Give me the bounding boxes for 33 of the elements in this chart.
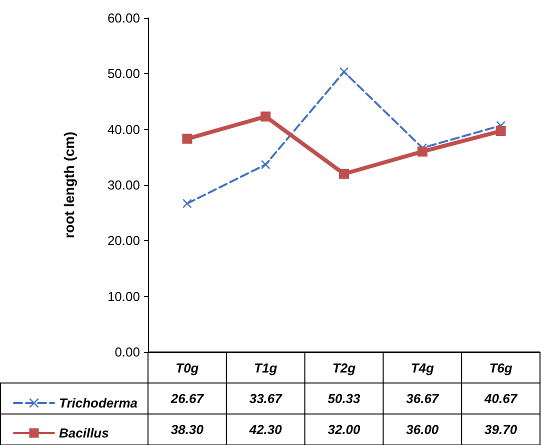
point <box>340 67 348 76</box>
y-tick-label: 60.00 <box>107 10 140 26</box>
data-label: 50.33 <box>328 391 362 406</box>
x-tick-label: T0g <box>176 360 199 376</box>
point <box>417 146 428 157</box>
data-label: 26.67 <box>170 391 204 406</box>
data-label: 36.67 <box>406 391 440 406</box>
y-tick-label: 10.00 <box>107 288 140 304</box>
x-tick-label: T2g <box>332 360 356 376</box>
y-tick-label: 20.00 <box>107 233 140 248</box>
y-tick-label: 50.00 <box>107 66 140 82</box>
data-label: 32.00 <box>328 422 362 437</box>
legend-label: Bacillus <box>59 426 109 440</box>
data-label: 38.30 <box>170 422 204 437</box>
point <box>260 112 271 122</box>
x-tick-label: T1g <box>254 360 278 376</box>
y-tick-label: 30.00 <box>107 178 140 192</box>
point <box>182 199 192 208</box>
x-tick-label: T4g <box>410 360 434 376</box>
point <box>182 134 192 144</box>
data-label: 39.70 <box>484 422 518 437</box>
point <box>339 168 349 179</box>
y-tick-label: 40.00 <box>107 122 140 137</box>
y-tick-label: 0.00 <box>114 344 140 360</box>
legend-label: Trichoderma <box>59 396 138 410</box>
data-label: 33.67 <box>249 391 283 406</box>
data-label: 42.30 <box>248 422 283 437</box>
x-tick-label: T6g <box>489 360 512 376</box>
point <box>496 126 506 136</box>
point <box>261 160 270 170</box>
y-axis-title: root length (cm) <box>61 132 77 238</box>
data-label: 36.00 <box>406 422 440 437</box>
data-label: 40.67 <box>484 391 518 406</box>
